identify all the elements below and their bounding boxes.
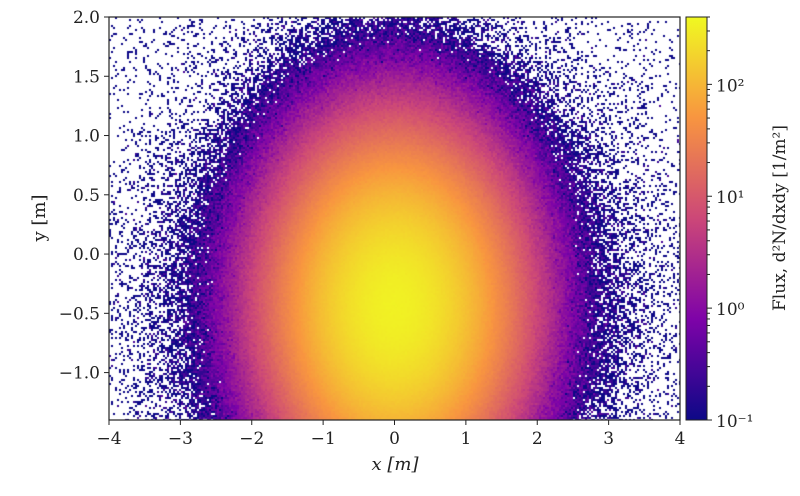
x-tick-label: 3 [603,429,614,449]
x-tick-label: 4 [675,429,686,449]
y-tick-label: 2.0 [73,8,100,28]
x-tick-label: 1 [460,429,471,449]
x-tick-label: −3 [168,429,193,449]
colorbar-tick-label: 10¹ [716,188,744,208]
x-axis-label: x [m] [372,454,420,475]
x-tick-label: 0 [389,429,400,449]
heatmap-image [109,17,680,420]
colorbar-tick-label: 10⁰ [716,300,745,320]
y-tick-label: 1.0 [73,127,100,147]
y-tick-label: −1.0 [59,364,100,384]
x-tick-label: −4 [96,429,121,449]
y-tick-label: 0.5 [73,186,100,206]
x-tick-label: −1 [311,429,336,449]
y-tick-label: 0.0 [73,245,100,265]
y-tick-label: 1.5 [73,67,100,87]
x-tick-label: 2 [532,429,543,449]
y-axis-label: y [m] [29,194,50,242]
colorbar-label: Flux, d²N/dxdy [1/m²] [770,125,790,311]
colorbar-tick-label: 10⁻¹ [716,412,753,432]
y-tick-label: −0.5 [59,304,100,324]
plot-frame [108,16,681,421]
colorbar-tick-label: 10² [716,76,744,96]
x-tick-label: −2 [239,429,264,449]
colorbar [685,16,708,421]
